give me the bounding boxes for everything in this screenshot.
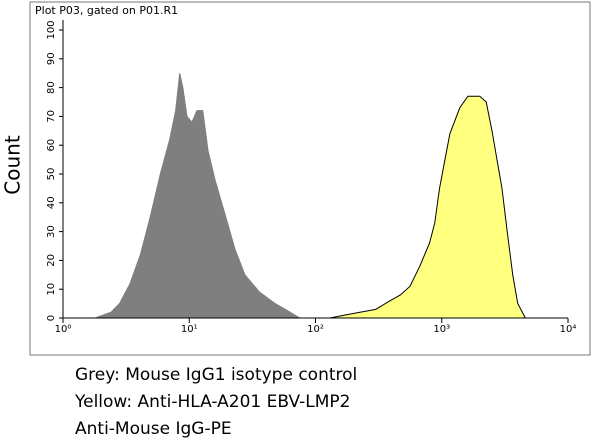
caption-line: Grey: Mouse IgG1 isotype control (75, 365, 357, 385)
x-tick-label: 10⁰ (55, 324, 72, 335)
y-tick-label: 10 (46, 283, 57, 296)
y-tick-label: 100 (46, 20, 57, 39)
y-tick-label: 80 (46, 81, 57, 94)
frame (29, 1, 591, 356)
histogram-area (329, 95, 527, 319)
y-tick-label: 30 (46, 225, 57, 238)
x-tick-label: 10⁴ (560, 324, 577, 335)
y-tick-label: 50 (46, 168, 57, 181)
histogram-area (95, 73, 302, 319)
caption-line: Anti-Mouse IgG-PE (75, 419, 232, 439)
y-tick-label: 90 (46, 52, 57, 65)
x-tick-label: 10³ (433, 324, 450, 335)
y-tick-label: 70 (46, 110, 57, 123)
y-tick-label: 20 (46, 254, 57, 267)
caption-line: Yellow: Anti-HLA-A201 EBV-LMP2 (74, 392, 350, 412)
y-tick-label: 0 (46, 315, 57, 321)
y-tick-label: 40 (46, 196, 57, 209)
x-tick-label: 10² (307, 324, 324, 335)
chart-title: Plot P03, gated on P01.R1 (35, 4, 178, 17)
y-axis-label: Count (1, 135, 25, 195)
y-tick-label: 60 (46, 139, 57, 152)
x-tick-label: 10¹ (181, 324, 198, 335)
